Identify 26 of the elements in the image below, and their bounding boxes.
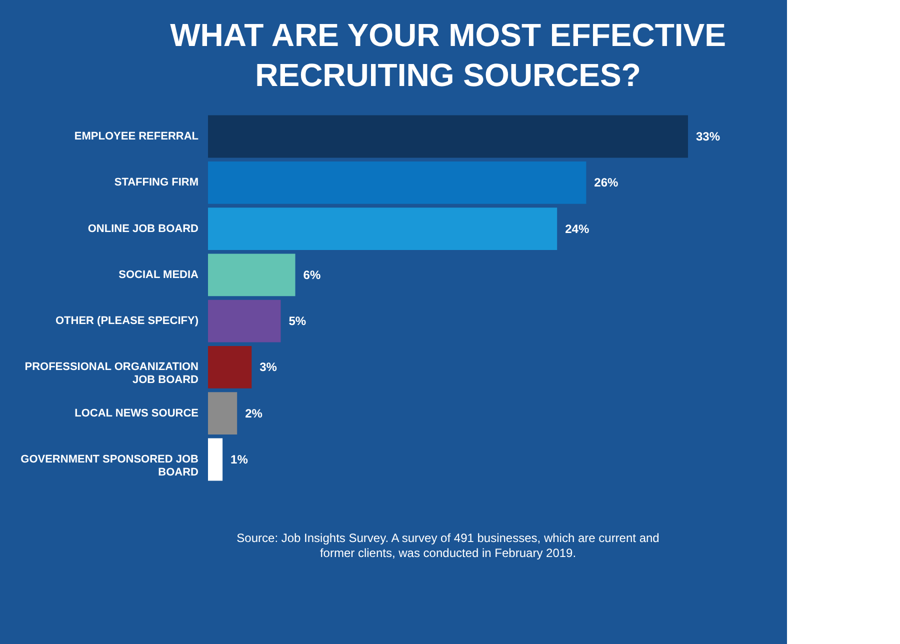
data-label: 26% [594, 176, 619, 190]
chart-title: WHAT ARE YOUR MOST EFFECTIVE RECRUITING SOURCES? [170, 17, 726, 93]
bar [208, 254, 296, 296]
data-label: 2% [245, 406, 263, 420]
bar [208, 115, 688, 158]
y-tick-label: STAFFING FIRM [114, 176, 198, 189]
data-label: 5% [288, 314, 306, 328]
y-tick-label: SOCIAL MEDIA [118, 268, 199, 281]
y-tick-label: OTHER (PLEASE SPECIFY) [55, 315, 199, 328]
data-label: 33% [696, 130, 720, 144]
y-tick-label: ONLINE JOB BOARD [88, 222, 199, 235]
y-tick-label: EMPLOYEE REFERRAL [74, 130, 199, 143]
y-tick-label: LOCAL NEWS SOURCE [74, 407, 198, 420]
y-tick-label: GOVERNMENT SPONSORED JOB BOARD [20, 453, 199, 478]
bar [208, 392, 238, 435]
bar [208, 438, 223, 481]
bar [208, 346, 252, 388]
data-label: 1% [230, 452, 248, 466]
data-label: 3% [260, 360, 278, 374]
bar [208, 208, 558, 250]
y-tick-label: PROFESSIONAL ORGANIZATION JOB BOARD [24, 361, 199, 386]
bar [208, 300, 281, 342]
data-label: 24% [565, 222, 590, 236]
bar [208, 161, 586, 204]
source-note: Source: Job Insights Survey. A survey of 491 businesses, which are current and former clients, was conducted in February 2019. [236, 531, 660, 560]
data-label: 6% [303, 268, 321, 282]
